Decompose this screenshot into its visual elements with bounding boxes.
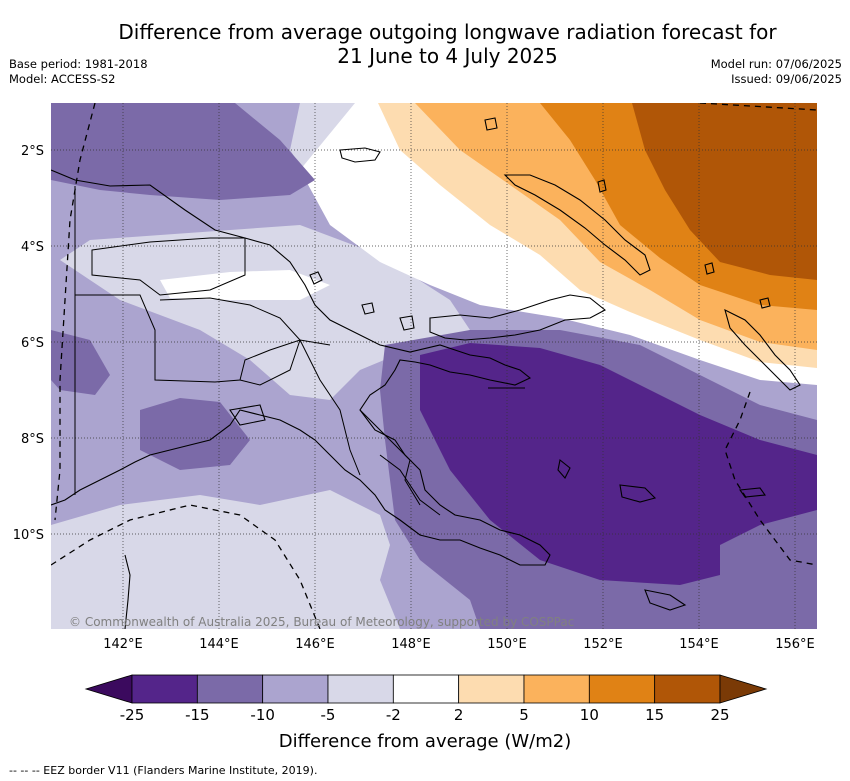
map-area: © Commonwealth of Australia 2025, Bureau… bbox=[51, 103, 817, 629]
coast-umboi bbox=[399, 315, 415, 331]
colorbar-swatch bbox=[131, 674, 198, 704]
lon-label: 150°E bbox=[487, 637, 527, 652]
coast-woodlark bbox=[739, 487, 766, 498]
colorbar-tick-label: -5 bbox=[320, 706, 336, 724]
coast-islet-4 bbox=[759, 297, 771, 309]
coast-manus bbox=[339, 147, 381, 163]
colorbar bbox=[84, 674, 768, 704]
lon-label: 156°E bbox=[775, 637, 815, 652]
colorbar-title: Difference from average (W/m2) bbox=[278, 731, 572, 752]
model-run: Model run: 07/06/2025 bbox=[710, 57, 842, 71]
meta-right: Model run: 07/06/2025 Issued: 09/06/2025 bbox=[711, 57, 842, 87]
coast-islet-1 bbox=[484, 117, 498, 131]
lon-label: 154°E bbox=[679, 637, 719, 652]
lon-label: 152°E bbox=[583, 637, 623, 652]
shade-minus10-west bbox=[51, 330, 110, 395]
shade-minus10-north bbox=[51, 103, 315, 200]
province-highlands bbox=[159, 297, 301, 386]
eez-north-east bbox=[699, 103, 817, 111]
colorbar-tick-label: 2 bbox=[453, 706, 464, 724]
coast-islet-2 bbox=[597, 179, 607, 193]
meta-left: Base period: 1981-2018 Model: ACCESS-S2 bbox=[9, 57, 148, 87]
colorbar-swatch bbox=[392, 674, 460, 704]
colorbar-tick-label: -25 bbox=[119, 706, 145, 724]
coast-karkar bbox=[309, 271, 323, 285]
colorbar-swatch bbox=[523, 674, 590, 704]
lat-label: 10°S bbox=[13, 528, 44, 543]
province-gulf bbox=[299, 339, 361, 476]
coast-long-island bbox=[361, 302, 375, 315]
colorbar-tick-label: -2 bbox=[385, 706, 401, 724]
title-line-1: Difference from average outgoing longwav… bbox=[118, 20, 777, 44]
eez-borders bbox=[51, 103, 817, 629]
copyright-text: © Commonwealth of Australia 2025, Bureau… bbox=[69, 615, 574, 629]
coast-new-britain bbox=[429, 294, 606, 341]
map-title: Difference from average outgoing longwav… bbox=[80, 20, 815, 68]
eez-east bbox=[724, 391, 817, 566]
colorbar-swatch bbox=[196, 674, 264, 704]
shade-neutral-west bbox=[160, 270, 330, 300]
shade-minus10-gulf bbox=[140, 398, 250, 470]
province-morobe bbox=[359, 409, 421, 506]
model-name: Model: ACCESS-S2 bbox=[9, 72, 116, 86]
base-period: Base period: 1981-2018 bbox=[9, 57, 148, 71]
colorbar-tick-label: 25 bbox=[710, 706, 730, 724]
boundaries bbox=[74, 186, 441, 516]
eez-south bbox=[51, 504, 321, 629]
colorbar-extend-min bbox=[84, 674, 133, 704]
colorbar-tick-label: -10 bbox=[250, 706, 275, 724]
lat-label: 4°S bbox=[21, 240, 44, 255]
coast-trobriand bbox=[557, 459, 571, 479]
shade-minus15-core bbox=[420, 343, 817, 585]
colorbar-extend-max bbox=[719, 674, 768, 704]
issued-date: Issued: 09/06/2025 bbox=[731, 72, 842, 86]
lon-label: 146°E bbox=[295, 637, 335, 652]
coast-bougainville bbox=[724, 308, 801, 391]
eez-west bbox=[54, 103, 96, 521]
lon-labels: 142°E 144°E 146°E 148°E 150°E 152°E 154°… bbox=[103, 637, 815, 652]
eez-footnote: -- -- -- EEZ border V11 (Flanders Marine… bbox=[9, 764, 318, 777]
coastlines bbox=[51, 117, 801, 629]
coast-islet-6 bbox=[229, 404, 266, 426]
lon-label: 142°E bbox=[103, 637, 143, 652]
shade-minus5-south bbox=[51, 490, 400, 629]
lat-label: 2°S bbox=[21, 144, 44, 159]
coast-new-ireland bbox=[503, 174, 651, 276]
shade-plus15 bbox=[632, 103, 817, 280]
coast-louisiade bbox=[644, 589, 687, 611]
province-northern bbox=[379, 454, 441, 516]
colorbar-swatch bbox=[588, 674, 656, 704]
lat-label: 8°S bbox=[21, 432, 44, 447]
lon-label: 144°E bbox=[199, 637, 239, 652]
title-line-2: 21 June to 4 July 2025 bbox=[337, 44, 558, 68]
colorbar-swatch bbox=[327, 674, 394, 704]
colorbar-tick-label: -15 bbox=[185, 706, 210, 724]
coast-dentrecasteaux bbox=[619, 484, 657, 503]
colorbar-tick-label: 5 bbox=[519, 706, 529, 724]
coast-islet-3 bbox=[704, 262, 715, 275]
province-western bbox=[75, 294, 331, 383]
colorbar-swatch bbox=[654, 674, 721, 704]
colorbar-tick-label: 10 bbox=[579, 706, 599, 724]
colorbar-swatch bbox=[262, 674, 329, 704]
coast-cape-york bbox=[124, 554, 131, 629]
lat-labels: 2°S 4°S 6°S 8°S 10°S bbox=[13, 144, 44, 543]
province-sandaun bbox=[91, 237, 246, 296]
lon-label: 148°E bbox=[391, 637, 431, 652]
lat-label: 6°S bbox=[21, 336, 44, 351]
colorbar-tick-label: 15 bbox=[645, 706, 665, 724]
colorbar-swatch bbox=[458, 674, 525, 704]
shade-minus5-center bbox=[60, 225, 470, 400]
